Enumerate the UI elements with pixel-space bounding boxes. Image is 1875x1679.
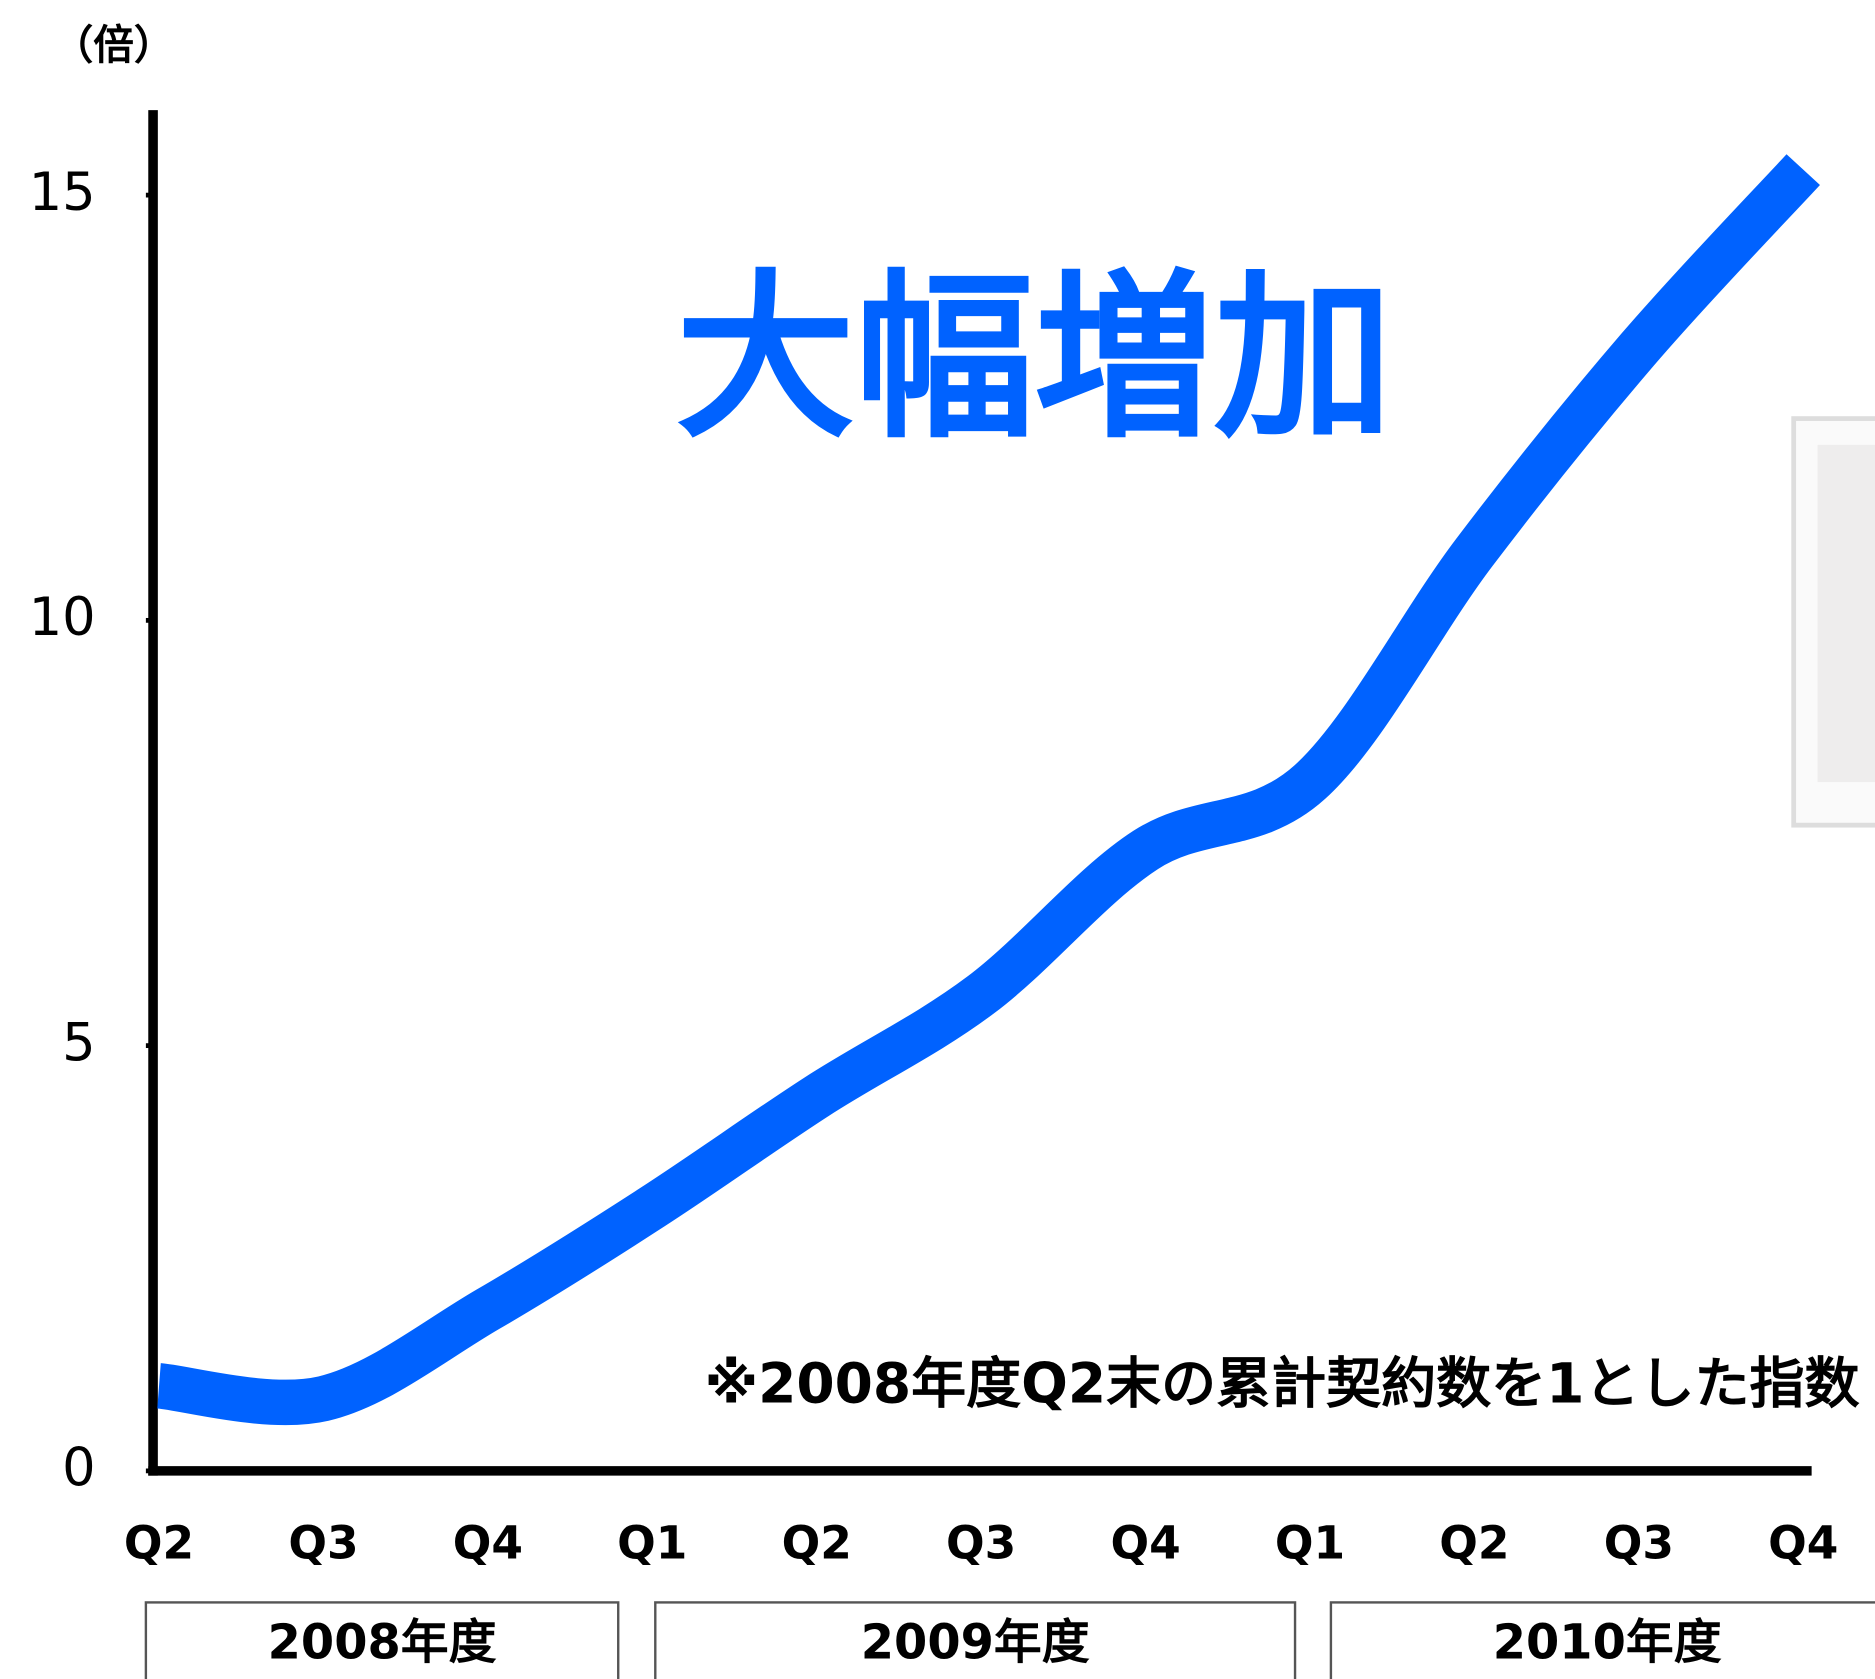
- x-tick-label: Q1: [1275, 1517, 1345, 1570]
- year-label: 2010年度: [1493, 1615, 1722, 1670]
- annotation: 大幅増加: [676, 255, 1393, 463]
- y-tick-label: 5: [62, 1012, 95, 1073]
- note: ※2008年度Q2末の累計契約数を1とした指数: [705, 1351, 1860, 1415]
- x-tick-label: Q2: [782, 1517, 852, 1570]
- year-label: 2008年度: [268, 1615, 497, 1670]
- x-tick-label: Q4: [453, 1517, 523, 1570]
- x-tick-label: Q4: [1768, 1517, 1838, 1570]
- y-unit: （倍）: [53, 21, 175, 69]
- x-tick-label: Q4: [1110, 1517, 1180, 1570]
- x-tick-label: Q3: [946, 1517, 1016, 1570]
- x-tick-label: Q3: [288, 1517, 358, 1570]
- year-label: 2009年度: [861, 1615, 1090, 1670]
- y-tick-label: 0: [62, 1438, 95, 1499]
- year-box: [654, 1601, 1297, 1679]
- x-tick-label: Q3: [1604, 1517, 1674, 1570]
- data-line: [156, 154, 1820, 1426]
- x-tick-label: Q2: [124, 1517, 194, 1570]
- y-tick-label: 15: [29, 162, 96, 223]
- year-box: [1329, 1601, 1875, 1679]
- year-box: [144, 1601, 620, 1679]
- y-tick-label: 10: [29, 587, 96, 648]
- x-tick-label: Q1: [617, 1517, 687, 1570]
- x-tick-label: Q2: [1439, 1517, 1509, 1570]
- photo-frame: [1791, 416, 1875, 828]
